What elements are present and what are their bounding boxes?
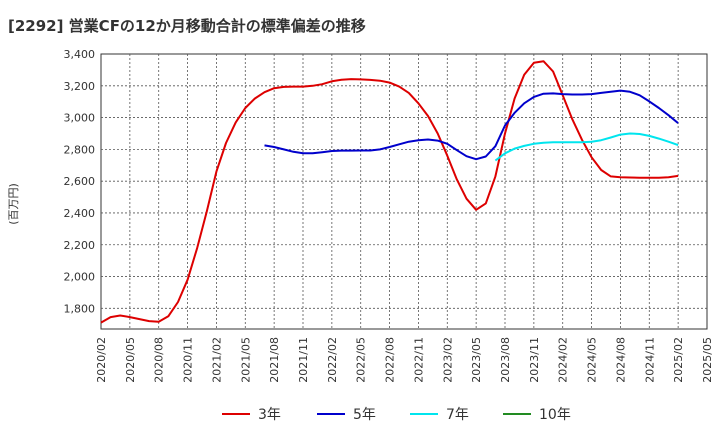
x-tick-label: 2024/11 xyxy=(643,337,656,383)
x-tick-label: 2020/05 xyxy=(124,337,137,383)
legend-label-3: 10年 xyxy=(539,407,571,423)
y-tick-label: 3,000 xyxy=(64,112,96,125)
x-tick-label: 2022/08 xyxy=(384,337,397,383)
y-tick-label: 2,000 xyxy=(64,271,96,284)
legend-label-1: 5年 xyxy=(353,407,376,423)
y-tick-label: 2,600 xyxy=(64,175,96,188)
x-tick-label: 2020/08 xyxy=(153,337,166,383)
x-tick-label: 2022/02 xyxy=(326,337,339,383)
y-axis-label: (百万円) xyxy=(7,183,20,225)
x-tick-label: 2023/08 xyxy=(499,337,512,383)
y-tick-label: 2,400 xyxy=(64,207,96,220)
grid-x xyxy=(129,54,679,329)
grid-y xyxy=(101,85,707,309)
x-tick-label: 2023/05 xyxy=(470,337,483,383)
x-tick-label: 2024/08 xyxy=(614,337,627,383)
x-tick-label: 2022/11 xyxy=(412,337,425,383)
x-tick-label: 2025/02 xyxy=(672,337,685,383)
x-tick-label: 2023/02 xyxy=(441,337,454,383)
x-tick-label: 2023/11 xyxy=(528,337,541,383)
chart-title: [2292] 営業CFの12か月移動合計の標準偏差の推移 xyxy=(8,17,366,35)
x-tick-label: 2022/05 xyxy=(355,337,368,383)
x-tick-label: 2021/02 xyxy=(210,337,223,383)
series-line-2 xyxy=(494,132,679,162)
x-tick-label: 2024/05 xyxy=(586,337,599,383)
series-layer xyxy=(100,60,679,324)
y-tick-label: 2,200 xyxy=(64,239,96,252)
x-tick-label: 2020/02 xyxy=(95,337,108,383)
y-tick-label: 1,800 xyxy=(64,302,96,315)
y-tick-label: 3,400 xyxy=(64,48,96,61)
plot-area xyxy=(100,53,708,330)
y-tick-label: 2,800 xyxy=(64,143,96,156)
x-tick-labels: 2020/02 2020/05 2020/08 2020/11 2021/02 2021/… xyxy=(95,337,714,383)
series-line-1 xyxy=(264,89,679,161)
legend: 3年 5年 7年 10年 xyxy=(222,407,571,423)
y-tick-labels: 1,800 2,000 2,200 2,400 2,600 2,800 3,000 3,200… xyxy=(64,48,96,315)
legend-label-0: 3年 xyxy=(258,407,281,423)
legend-label-2: 7年 xyxy=(446,407,469,423)
x-tick-label: 2025/05 xyxy=(701,337,714,383)
series-line-0 xyxy=(100,60,679,324)
x-tick-label: 2021/11 xyxy=(297,337,310,383)
x-tick-label: 2021/08 xyxy=(268,337,281,383)
x-tick-label: 2024/02 xyxy=(557,337,570,383)
x-tick-label: 2021/05 xyxy=(239,337,252,383)
x-tick-label: 2020/11 xyxy=(182,337,195,383)
y-tick-label: 3,200 xyxy=(64,80,96,93)
